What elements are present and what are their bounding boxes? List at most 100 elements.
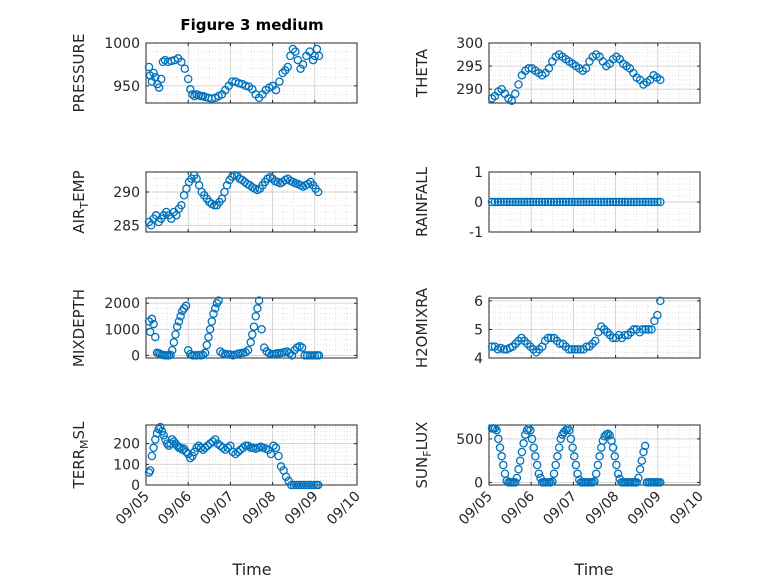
data-point [517,333,526,343]
data-point [543,333,553,343]
data-point [310,351,320,360]
data-point [264,445,273,455]
data-point [554,443,564,452]
data-point [243,345,253,355]
data-point [614,197,624,207]
data-point [511,197,520,207]
data-point [158,57,168,67]
data-point [487,197,497,207]
data-point [613,469,623,478]
data-point [579,197,588,207]
data-point [313,480,323,490]
data-point [514,197,523,207]
data-point [181,447,191,457]
data-point [209,309,218,318]
data-point [556,434,565,444]
axes-box [145,42,358,104]
data-point [611,197,621,207]
data-point [593,460,603,470]
data-point [656,75,665,85]
data-point [599,197,609,207]
axes-box [488,42,701,104]
data-point [210,304,220,313]
data-point [537,197,547,207]
data-point [558,339,568,348]
x-tick-label: 09/09 [282,489,322,529]
data-point [231,449,240,459]
data-point [635,197,644,207]
data-point [223,443,233,453]
data-point [177,201,186,210]
data-point [605,197,615,207]
data-point [644,325,653,334]
x-tick-label: 09/10 [324,489,364,529]
data-point [549,197,559,207]
data-point [591,469,601,478]
data-point [603,429,613,438]
data-point [303,179,313,189]
data-point [309,480,319,490]
data-point [305,47,314,56]
data-point [639,447,648,457]
y-axis-label: RAINFALL [413,166,431,237]
data-point [553,452,562,461]
data-point [656,296,665,306]
data-point [546,197,556,207]
data-point [526,425,535,435]
data-point [629,197,638,207]
data-point [523,197,532,207]
y-tick-label: 295 [456,59,483,75]
subplot-pressure: 950 1000 PRESSURE [70,34,358,113]
data-point [591,197,600,207]
y-tick-label: -1 [469,225,483,241]
y-tick-label: 300 [456,36,483,52]
data-point [514,80,523,89]
data-point [532,460,542,470]
data-point [520,197,529,207]
data-point [186,349,195,359]
y-tick-label: 0 [474,475,483,491]
data-point [532,197,541,207]
data-point [656,197,665,207]
data-point [608,197,618,207]
data-point [490,197,500,207]
data-point [287,351,297,360]
data-point [641,197,650,207]
data-point [623,197,633,207]
data-point [570,345,579,354]
x-tick-label: 09/06 [498,488,538,528]
data-point [269,441,278,450]
data-point [510,478,520,487]
y-tick-label: 285 [113,218,140,234]
data-point [650,197,659,207]
data-point [563,424,572,433]
y-tick-label: 1 [474,165,483,181]
data-point [297,343,307,352]
y-tick-label: 200 [113,437,140,453]
data-point [517,447,527,457]
data-point [605,431,614,440]
data-point [145,466,155,475]
data-point [522,425,532,435]
data-point [221,445,230,455]
x-tick-label: 09/10 [667,489,707,529]
data-point [228,447,238,457]
data-point [614,330,624,340]
data-point [190,91,199,101]
data-point [149,319,158,329]
data-point [205,325,215,334]
data-point [610,452,620,461]
data-point [573,197,582,207]
subplot-sun-flux: 0 500 09/05 09/06 09/07 09/08 09/09 09/10 SUNFLU… [413,422,707,529]
data-point [638,197,647,207]
y-axis-label: PRESSURE [70,34,88,113]
data-point [656,478,665,487]
data-point [200,348,210,358]
subplot-air-temp: 285 290 AIRTEMP [70,170,358,234]
data-point [519,439,528,448]
data-point [549,469,559,478]
x-tick-label: 09/08 [240,489,280,529]
data-point [156,74,166,84]
data-point [216,441,225,450]
data-point [169,338,179,347]
